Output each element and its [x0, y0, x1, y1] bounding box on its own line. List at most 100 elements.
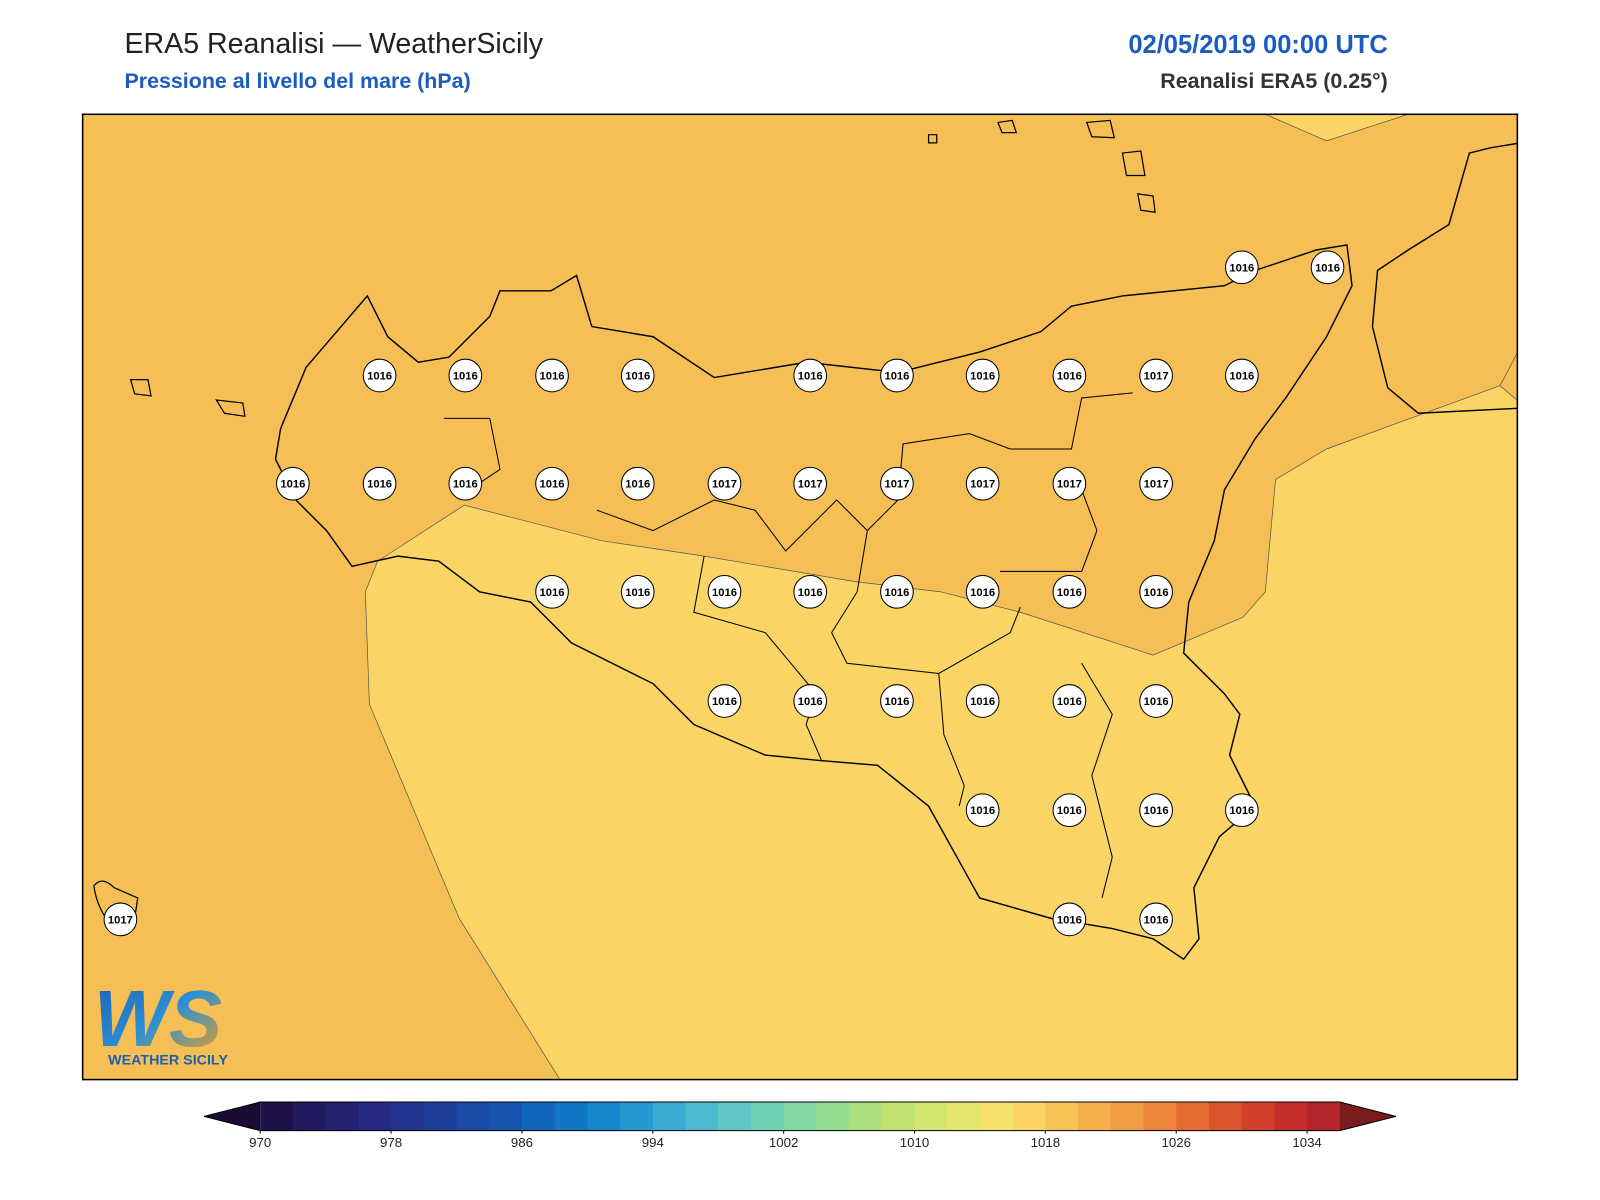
station: 1016	[1139, 684, 1173, 718]
station-value: 1016	[712, 696, 737, 708]
colorbar-tick-label: 1018	[1031, 1135, 1060, 1150]
station-value: 1017	[712, 479, 737, 491]
colorbar-tick-label: 1010	[900, 1135, 929, 1150]
station-marker	[965, 793, 1000, 828]
colorbar-bin	[718, 1102, 752, 1131]
station: 1016	[1310, 250, 1345, 285]
colorbar-tick-label: 970	[249, 1135, 271, 1150]
station-marker	[1052, 793, 1087, 828]
station-value: 1016	[884, 370, 909, 382]
station: 1017	[793, 466, 828, 501]
colorbar-bin	[620, 1102, 654, 1131]
colorbar-bin	[325, 1102, 359, 1131]
station: 1016	[880, 358, 914, 393]
station-marker	[1139, 466, 1173, 501]
station-value: 1016	[625, 370, 650, 382]
station-marker	[965, 684, 1000, 718]
station: 1017	[880, 466, 914, 501]
colorbar-bin	[489, 1102, 523, 1131]
station: 1016	[1052, 902, 1087, 937]
station-value: 1016	[1057, 587, 1082, 599]
colorbar-bin	[260, 1102, 294, 1131]
station: 1016	[793, 575, 828, 609]
station-marker	[965, 575, 1000, 609]
colorbar-bin	[1045, 1102, 1079, 1131]
station-value: 1016	[453, 370, 478, 382]
station: 1016	[1139, 902, 1173, 937]
station-marker	[1225, 250, 1259, 285]
station: 1016	[1225, 358, 1259, 393]
colorbar-bin	[750, 1102, 785, 1131]
station-value: 1017	[798, 479, 823, 491]
colorbar-bin	[521, 1102, 556, 1131]
pressure-field-low	[364, 385, 1518, 1080]
colorbar-over	[1339, 1102, 1396, 1131]
colorbar-bin	[292, 1102, 327, 1131]
station-value: 1016	[367, 479, 392, 491]
colorbar-tick-label: 978	[380, 1135, 402, 1150]
station: 1016	[1052, 684, 1087, 718]
station-value: 1016	[970, 696, 995, 708]
station-marker	[1052, 902, 1087, 937]
logo-mark: WS	[94, 974, 222, 1063]
colorbar-bin	[358, 1102, 392, 1131]
station-value: 1016	[1144, 696, 1169, 708]
colorbar-bin	[1208, 1102, 1243, 1131]
station-value: 1016	[798, 587, 823, 599]
station: 1016	[707, 575, 742, 609]
station-marker	[965, 358, 1000, 393]
station-value: 1016	[1144, 914, 1169, 926]
date: 02/05/2019 00:00 UTC	[1128, 31, 1387, 59]
station-value: 1016	[540, 479, 565, 491]
colorbar-tick-label: 1002	[769, 1135, 798, 1150]
calabria-coast	[1371, 142, 1518, 414]
station-value: 1017	[108, 914, 133, 926]
colorbar-under	[204, 1102, 261, 1131]
station-marker	[362, 358, 397, 393]
station: 1016	[1052, 575, 1087, 609]
station-marker	[1139, 575, 1173, 609]
station-marker	[1139, 793, 1173, 828]
station-marker	[1052, 575, 1087, 609]
station: 1016	[1139, 793, 1173, 828]
colorbar-bin	[1110, 1102, 1145, 1131]
station-value: 1017	[970, 479, 995, 491]
station-value: 1017	[884, 479, 909, 491]
station-marker	[1225, 358, 1259, 393]
station-value: 1016	[1315, 262, 1340, 274]
colorbar-tick-label: 1026	[1161, 1135, 1190, 1150]
colorbar-bin	[1241, 1102, 1275, 1131]
islands	[93, 119, 1156, 925]
colorbar-tick-label: 994	[642, 1135, 664, 1150]
station-marker	[620, 358, 655, 393]
station-marker	[103, 902, 138, 937]
station-value: 1016	[1229, 805, 1254, 817]
station: 1016	[362, 466, 397, 501]
station-marker	[793, 684, 828, 718]
colorbar-bin	[947, 1102, 981, 1131]
coastline	[274, 244, 1353, 961]
station-value: 1016	[1229, 370, 1254, 382]
station-marker	[707, 684, 742, 718]
station: 1016	[880, 575, 914, 609]
colorbar-bin	[914, 1102, 948, 1131]
colorbar-bin	[881, 1102, 916, 1131]
station-value: 1016	[712, 587, 737, 599]
station-value: 1016	[367, 370, 392, 382]
colorbar-tick-label: 986	[511, 1135, 533, 1150]
colorbar-bin	[849, 1102, 883, 1131]
station-value: 1016	[1144, 805, 1169, 817]
subtitle: Pressione al livello del mare (hPa)	[124, 69, 470, 93]
province-borders	[443, 392, 1133, 899]
station: 1016	[535, 575, 569, 609]
station: 1016	[1225, 250, 1259, 285]
source: Reanalisi ERA5 (0.25°)	[1160, 69, 1387, 93]
station-marker	[448, 466, 483, 501]
station: 1016	[620, 358, 655, 393]
station: 1016	[448, 466, 483, 501]
station-marker	[793, 466, 828, 501]
station-value: 1017	[1144, 370, 1169, 382]
station-marker	[448, 358, 483, 393]
station-marker	[1052, 358, 1087, 393]
